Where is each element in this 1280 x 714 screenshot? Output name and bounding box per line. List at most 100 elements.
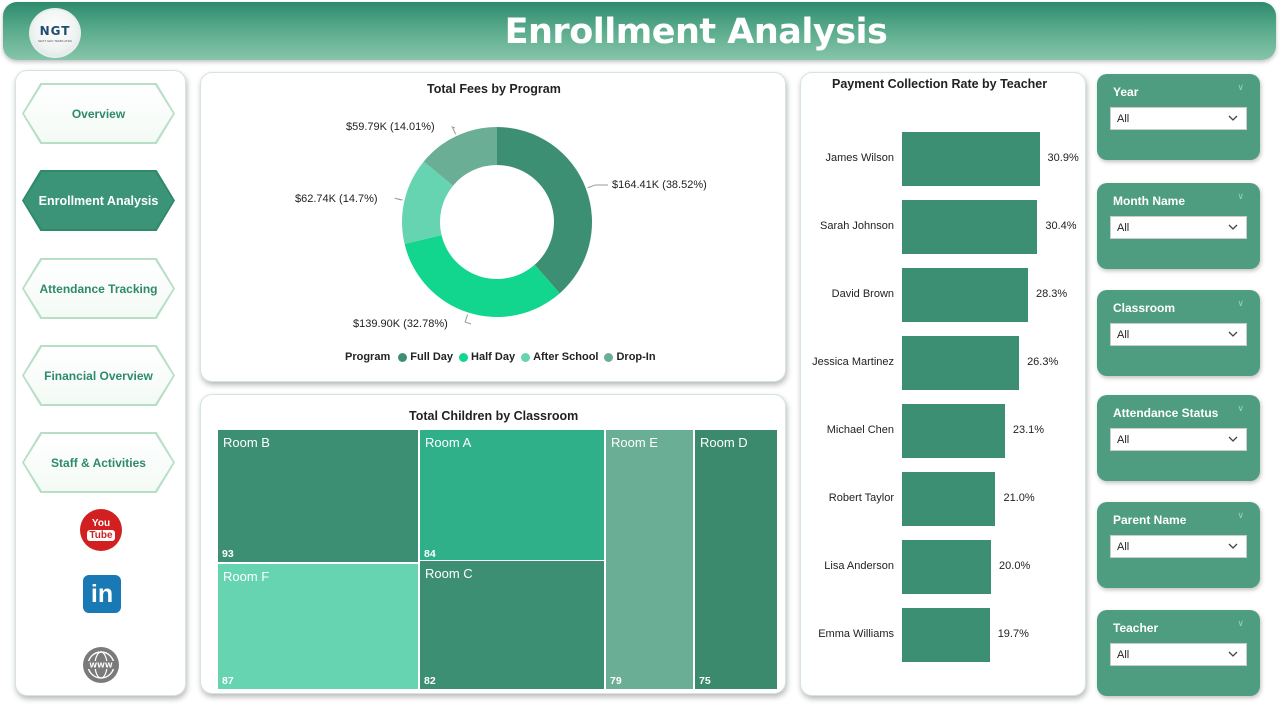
donut-slice-drop-in[interactable] <box>423 127 497 186</box>
classroom-dropdown[interactable]: All <box>1110 323 1247 346</box>
treemap-title: Total Children by Classroom <box>409 409 579 423</box>
donut-legend: Program Full Day Half Day After School D… <box>345 351 662 363</box>
legend-item-full-day[interactable]: Full Day <box>398 351 453 363</box>
payment-rate-by-teacher-panel: Payment Collection Rate by Teacher James… <box>800 72 1086 696</box>
legend-item-drop-in[interactable]: Drop-In <box>604 351 656 363</box>
bar-label-robert-taylor: Robert Taylor <box>828 492 894 504</box>
legend-label: After School <box>533 351 599 363</box>
youtube-icon[interactable]: You Tube <box>80 509 122 551</box>
legend-label: Half Day <box>471 351 516 363</box>
attendance-status-dropdown[interactable]: All <box>1110 428 1247 451</box>
nav-item-financial-overview[interactable]: Financial Overview <box>22 345 175 406</box>
bar-lisa-anderson[interactable] <box>902 540 992 594</box>
donut-chart <box>394 126 609 325</box>
bar-david-brown[interactable] <box>902 268 1028 322</box>
slicer-header-chevron-icon[interactable]: ∨ <box>1237 191 1244 201</box>
bar-chart: James Wilson 30.9% Sarah Johnson 30.4% David… <box>801 73 1087 693</box>
treemap-cell-name: Room C <box>425 566 473 581</box>
bar-value-label: 30.4% <box>1045 220 1077 232</box>
donut-slice-half-day[interactable] <box>404 235 560 317</box>
treemap-cell-value: 93 <box>222 548 234 560</box>
bar-value-label: 30.9% <box>1047 152 1079 164</box>
bar-value-label: 20.0% <box>999 560 1031 572</box>
slicer-label: Year <box>1113 85 1139 99</box>
legend-label: Full Day <box>410 351 454 363</box>
slicer-header-chevron-icon[interactable]: ∨ <box>1237 618 1244 628</box>
year-dropdown[interactable]: All <box>1110 107 1247 130</box>
bar-james-wilson[interactable] <box>902 132 1040 186</box>
bar-robert-taylor[interactable] <box>902 472 996 526</box>
bar-value-label: 23.1% <box>1012 424 1045 436</box>
donut-leader-line <box>464 314 472 325</box>
treemap-cell-value: 75 <box>699 675 711 687</box>
treemap-cell-name: Room E <box>611 435 658 450</box>
bar-label-james-wilson: James Wilson <box>825 152 894 164</box>
logo-subtext: NEXT GEN TEMPLATES <box>38 38 72 43</box>
donut-leader-line <box>587 184 609 189</box>
chevron-down-icon <box>1228 543 1238 549</box>
nav-item-staff-activities[interactable]: Staff & Activities <box>22 432 175 493</box>
teacher-dropdown[interactable]: All <box>1110 643 1247 666</box>
chevron-down-icon <box>1228 224 1238 230</box>
legend-dot <box>398 352 408 362</box>
donut-label-after-school: $62.74K (14.7%) <box>295 193 378 205</box>
month-name-dropdown[interactable]: All <box>1110 216 1247 239</box>
legend-dot <box>521 352 531 362</box>
donut-label-full-day: $164.41K (38.52%) <box>612 179 707 191</box>
slicer-teacher: Teacher ∨ All <box>1097 610 1260 696</box>
children-by-classroom-panel: Total Children by Classroom Room B 93 Ro… <box>200 394 786 694</box>
treemap-cell-room-b[interactable]: Room B 93 <box>217 429 419 563</box>
treemap-cell-room-e[interactable]: Room E 79 <box>605 429 694 690</box>
nav-item-label: Staff & Activities <box>24 434 173 491</box>
bar-label-lisa-anderson: Lisa Anderson <box>824 560 894 572</box>
parent-name-dropdown[interactable]: All <box>1110 535 1247 558</box>
treemap-cell-room-c[interactable]: Room C 82 <box>419 560 605 690</box>
treemap-cell-room-a[interactable]: Room A 84 <box>419 429 605 563</box>
donut-slice-full-day[interactable] <box>497 127 592 294</box>
treemap-cell-room-d[interactable]: Room D 75 <box>694 429 778 690</box>
slicer-header-chevron-icon[interactable]: ∨ <box>1237 298 1244 308</box>
legend-item-after-school[interactable]: After School <box>521 351 598 363</box>
nav-item-overview[interactable]: Overview <box>22 83 175 144</box>
chevron-down-icon <box>1228 331 1238 337</box>
treemap-cell-value: 84 <box>424 548 436 560</box>
bar-value-label: 21.0% <box>1003 492 1035 504</box>
donut-leader-line <box>394 197 403 201</box>
dropdown-selected-value: All <box>1117 113 1130 125</box>
header-bar: NGT NEXT GEN TEMPLATES Enrollment Analys… <box>3 2 1276 60</box>
legend-item-half-day[interactable]: Half Day <box>459 351 515 363</box>
slicer-header-chevron-icon[interactable]: ∨ <box>1237 403 1244 413</box>
bar-label-emma-williams: Emma Williams <box>818 628 894 640</box>
treemap-cell-value: 82 <box>424 675 436 687</box>
linkedin-text: in <box>90 579 114 608</box>
slicer-header-chevron-icon[interactable]: ∨ <box>1237 510 1244 520</box>
treemap-chart: Room B 93 Room A 84 Room F 87 Room C 82 … <box>217 429 778 690</box>
bar-sarah-johnson[interactable] <box>902 200 1038 254</box>
website-text: WWW <box>89 662 112 670</box>
nav-item-attendance-tracking[interactable]: Attendance Tracking <box>22 258 175 319</box>
treemap-cell-name: Room F <box>223 569 270 584</box>
treemap-cell-room-f[interactable]: Room F 87 <box>217 563 419 690</box>
nav-item-label: Overview <box>24 85 173 142</box>
bar-chart-title: Payment Collection Rate by Teacher <box>832 77 1048 91</box>
bar-jessica-martinez[interactable] <box>902 336 1020 390</box>
dropdown-selected-value: All <box>1117 222 1130 234</box>
bar-value-label: 19.7% <box>997 628 1029 640</box>
donut-slice-after-school[interactable] <box>402 161 454 244</box>
dropdown-selected-value: All <box>1117 541 1130 553</box>
donut-label-drop-in: $59.79K (14.01%) <box>346 121 435 133</box>
bar-emma-williams[interactable] <box>902 608 990 662</box>
bar-michael-chen[interactable] <box>902 404 1005 458</box>
bar-label-michael-chen: Michael Chen <box>826 424 894 436</box>
slicer-header-chevron-icon[interactable]: ∨ <box>1237 82 1244 92</box>
donut-chart-title: Total Fees by Program <box>427 82 561 96</box>
donut-leader-line <box>451 126 457 135</box>
donut-label-half-day: $139.90K (32.78%) <box>353 318 448 330</box>
linkedin-icon[interactable]: in <box>83 575 121 613</box>
logo-text: NGT <box>39 23 71 38</box>
website-globe-icon[interactable]: WWW <box>82 646 120 684</box>
dropdown-selected-value: All <box>1117 434 1130 446</box>
nav-item-enrollment-analysis[interactable]: Enrollment Analysis <box>22 170 175 231</box>
legend-dot <box>604 352 614 362</box>
legend-label: Drop-In <box>616 351 656 363</box>
